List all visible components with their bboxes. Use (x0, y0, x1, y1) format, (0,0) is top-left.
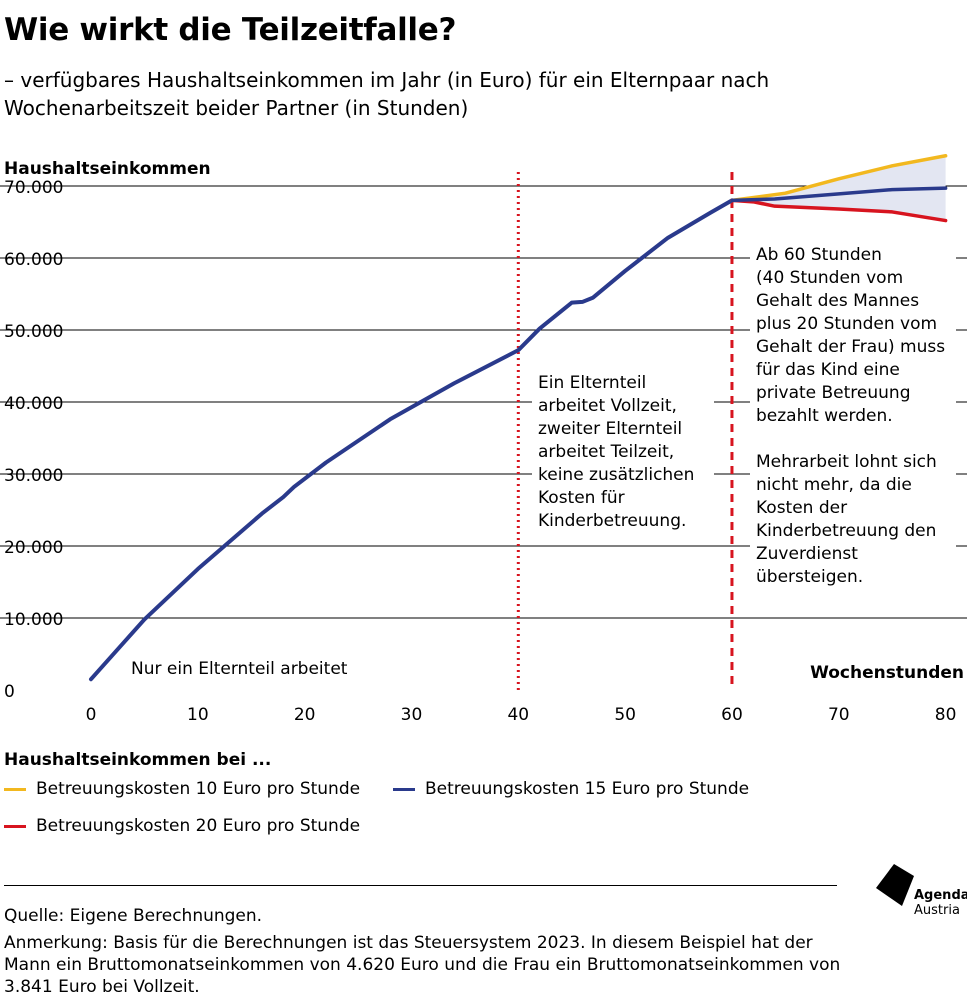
x-tick-label: 80 (935, 705, 957, 725)
legend-label: Betreuungskosten 20 Euro pro Stunde (36, 816, 361, 836)
method-note: Anmerkung: Basis für die Berechnungen is… (4, 933, 841, 997)
x-tick-label: 50 (614, 705, 636, 725)
annotation-line: zweiter Elternteil (538, 419, 682, 439)
annotation-1: Nur ein Elternteil arbeitet (131, 659, 348, 679)
annotation-line: arbeitet Teilzeit, (538, 442, 674, 462)
series-line-2 (730, 186, 948, 203)
legend-label: Betreuungskosten 15 Euro pro Stunde (425, 779, 750, 799)
y-tick-label: 10.000 (4, 610, 63, 630)
y-tick-label: 70.000 (4, 178, 63, 198)
annotation-line: Kosten für (538, 488, 625, 508)
legend-swatch-yellow (4, 787, 26, 791)
annotation-background (750, 240, 956, 597)
annotation-line: nicht mehr, da die (756, 475, 912, 495)
x-tick-label: 30 (401, 705, 423, 725)
y-tick-label: 30.000 (4, 466, 63, 486)
legend-item-10-euro: Betreuungskosten 10 Euro pro Stunde (4, 778, 360, 800)
annotation-line: Gehalt der Frau) muss (756, 337, 945, 357)
annotation-line: plus 20 Stunden vom (756, 314, 937, 334)
annotation-line: Gehalt des Mannes (756, 291, 919, 311)
x-tick-label: 20 (294, 705, 316, 725)
legend-item-15-euro: Betreuungskosten 15 Euro pro Stunde (393, 778, 749, 800)
chart-text: 0 10.000 20.000 30.000 40.000 50.000 60.000 70.… (4, 159, 964, 725)
annotation-line: keine zusätzlichen (538, 465, 694, 485)
logo-line-2: Austria (914, 903, 960, 918)
annotation-2: Ein Elternteil arbeitet Vollzeit, zweiter … (538, 373, 694, 531)
legend-title: Haushaltseinkommen bei ... (4, 750, 272, 770)
shaded-band (731, 155, 946, 221)
x-tick-label: 60 (721, 705, 743, 725)
y-tick-label: 0 (4, 682, 15, 702)
cost-band (731, 155, 946, 221)
legend-item-20-euro: Betreuungskosten 20 Euro pro Stunde (4, 815, 360, 837)
grid-lines (0, 185, 967, 619)
footer-divider (4, 885, 837, 886)
annotation-background (532, 368, 714, 541)
y-tick-label: 40.000 (4, 394, 63, 414)
x-tick-label: 10 (187, 705, 209, 725)
y-axis-label: Haushaltseinkommen (4, 159, 211, 179)
series-line-1 (730, 154, 948, 203)
annotation-line: bezahlt werden. (756, 406, 893, 426)
x-tick-label: 40 (507, 705, 529, 725)
legend-label: Betreuungskosten 10 Euro pro Stunde (36, 779, 361, 799)
reference-lines (516, 172, 734, 690)
annotation-line: Mehrarbeit lohnt sich (756, 452, 937, 472)
y-tick-label: 20.000 (4, 538, 63, 558)
annotation-3: Ab 60 Stunden (40 Stunden vom Gehalt des M… (756, 245, 945, 587)
annotation-line: Zuverdienst (756, 544, 858, 564)
source-note: Quelle: Eigene Berechnungen. (4, 906, 263, 926)
y-tick-label: 60.000 (4, 250, 63, 270)
annotation-line: arbeitet Vollzeit, (538, 396, 677, 416)
annotation-line: Kinderbetreuung. (538, 511, 686, 531)
annotation-line: Kosten der (756, 498, 847, 518)
legend-swatch-red (4, 824, 26, 828)
annotation-line: übersteigen. (756, 567, 863, 587)
logo-line-1: Agenda (914, 888, 967, 903)
annotation-line: Ein Elternteil (538, 373, 646, 393)
line-chart: 0 10.000 20.000 30.000 40.000 50.000 60.000 70.… (0, 154, 967, 725)
x-tick-label: 70 (828, 705, 850, 725)
chart-subtitle: – verfügbares Haushaltseinkommen im Jahr… (4, 68, 770, 120)
chart-title: Wie wirkt die Teilzeitfalle? (4, 12, 457, 48)
legend-swatch-blue (393, 787, 415, 791)
annotation-line: Kinderbetreuung den (756, 521, 936, 541)
series-lines (89, 154, 948, 682)
series-base-line (89, 198, 734, 682)
agenda-austria-logo-icon (876, 864, 914, 906)
annotation-line: Nur ein Elternteil arbeitet (131, 659, 348, 679)
annotation-line: Ab 60 Stunden (756, 245, 882, 265)
annotation-line: für das Kind eine (756, 360, 900, 380)
series-line-3 (730, 198, 948, 223)
annotation-line: private Betreuung (756, 383, 911, 403)
annotation-line: (40 Stunden vom (756, 268, 903, 288)
x-axis-label: Wochenstunden (810, 663, 964, 683)
y-tick-label: 50.000 (4, 322, 63, 342)
logo-wordmark: Agenda Austria (914, 888, 967, 918)
x-tick-label: 0 (86, 705, 97, 725)
annotation-line (756, 429, 761, 449)
